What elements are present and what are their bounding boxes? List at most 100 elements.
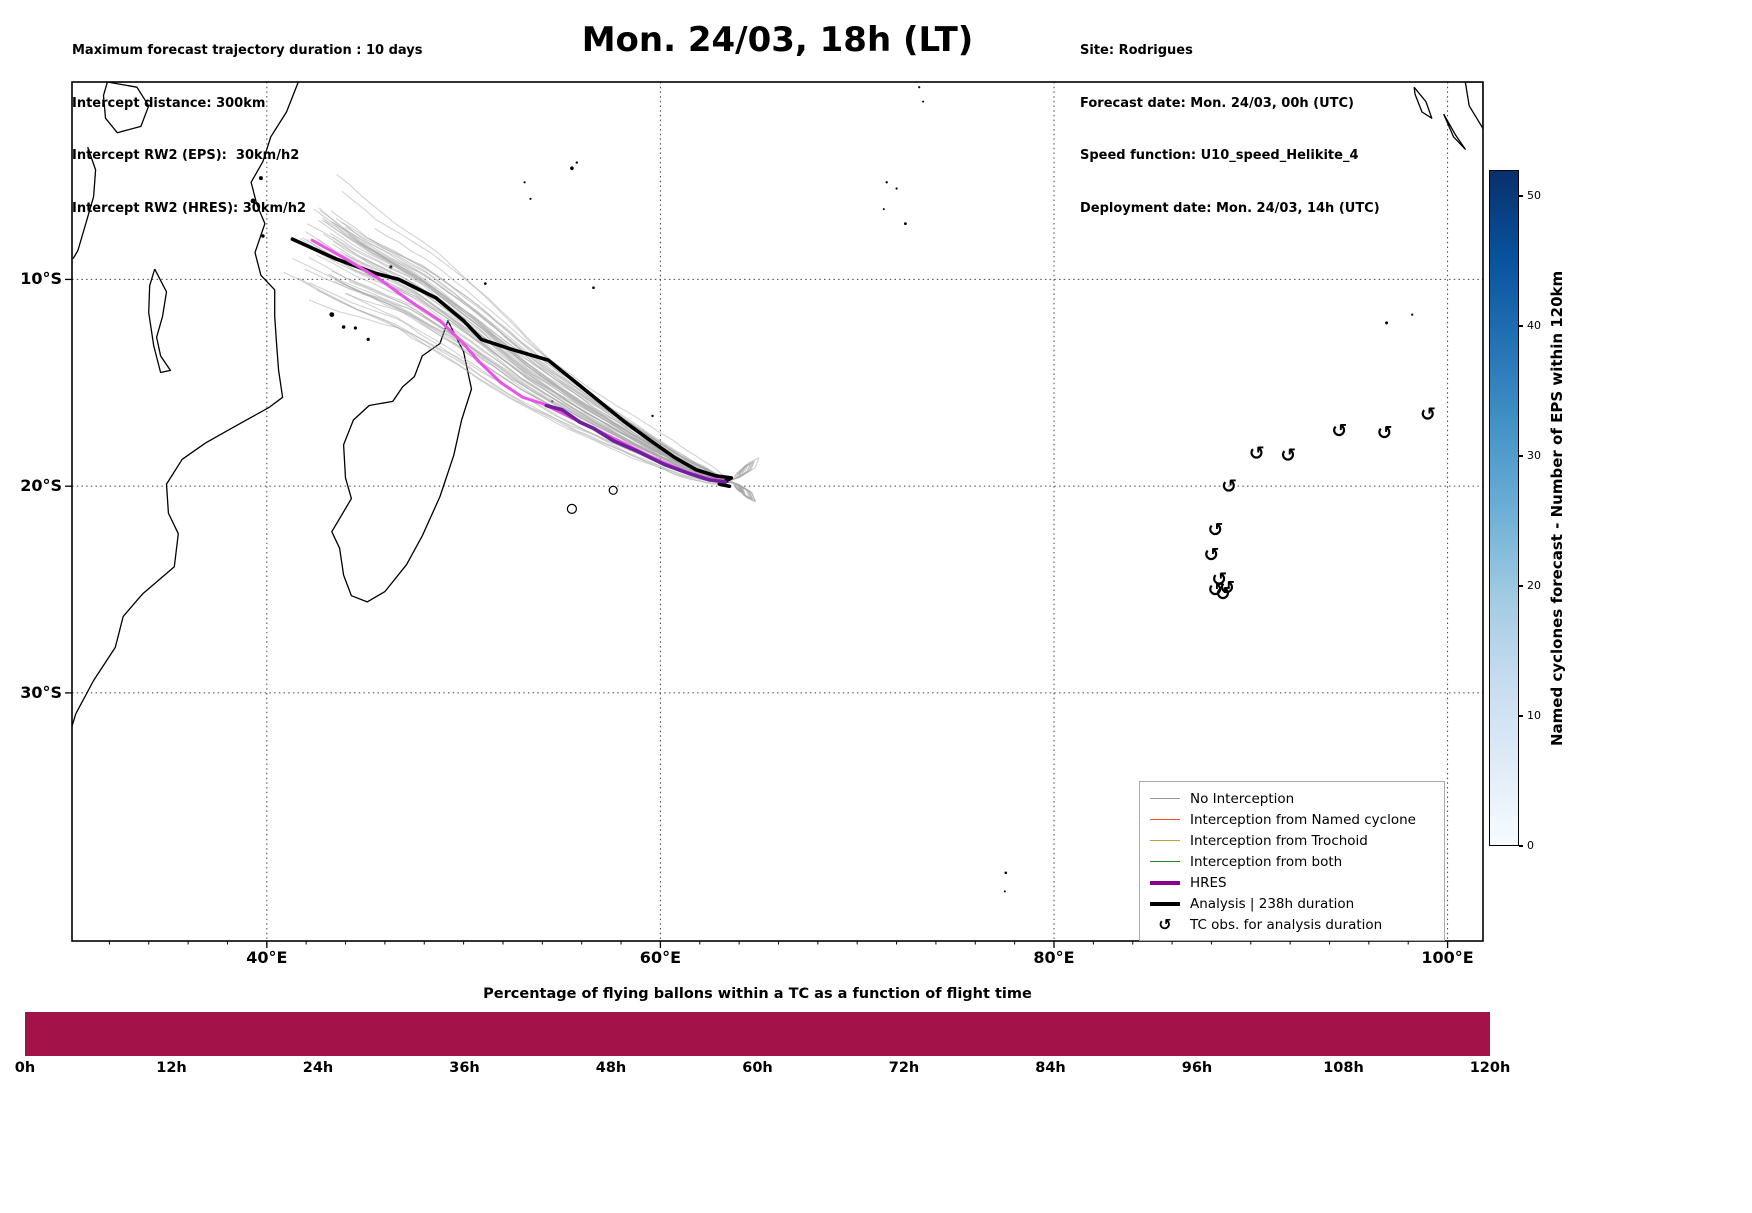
colorbar-tick-label: 30: [1527, 449, 1541, 462]
coastline-fragment: [1443, 113, 1466, 150]
percentage-bar: [25, 1012, 1490, 1056]
flight-time-tick: 60h: [742, 1060, 773, 1076]
legend-item-tc-obs: ↺ TC obs. for analysis duration: [1140, 914, 1444, 935]
island: [261, 234, 265, 238]
coastline-africa: [72, 82, 299, 727]
colorbar-gradient: [1489, 170, 1519, 846]
flight-time-tick: 12h: [156, 1060, 187, 1076]
tc-obs-icon: ↺: [1420, 403, 1436, 425]
colorbar-tickmark: [1519, 455, 1523, 457]
eps-trajectory: [336, 174, 744, 493]
flight-time-tick: 120h: [1469, 1060, 1511, 1076]
flight-time-tick: 96h: [1181, 1060, 1213, 1076]
header-line: Intercept distance: 300km: [72, 95, 266, 111]
header-line: Site: Rodrigues: [1080, 43, 1193, 58]
island: [592, 286, 595, 290]
island: [1411, 313, 1414, 316]
colorbar-tickmark: [1519, 325, 1523, 327]
eps-trajectory: [341, 221, 729, 482]
lake-outline: [102, 82, 150, 134]
island: [918, 86, 921, 89]
island: [608, 485, 618, 495]
island: [353, 326, 357, 330]
legend-label: Interception from Trochoid: [1190, 832, 1368, 849]
lake-outline: [72, 146, 97, 260]
island: [885, 181, 888, 184]
eps-trajectory: [374, 228, 742, 492]
tc-obs-icon: ↺: [1219, 577, 1235, 599]
header-line: Speed function: U10_speed_Helikite_4: [1080, 148, 1359, 163]
colorbar-tick-label: 0: [1527, 839, 1534, 852]
colorbar-label: Named cyclones forecast - Number of EPS …: [1548, 270, 1566, 746]
colorbar-tick-label: 40: [1527, 319, 1541, 332]
trajectory-analysis-238h-duration: [290, 237, 734, 488]
y-axis-tick: 30°S: [20, 682, 62, 702]
header-parameters: Maximum forecast trajectory duration : 1…: [72, 7, 423, 252]
island: [258, 176, 263, 181]
line-swatch: [1150, 880, 1180, 885]
legend-label: Analysis | 238h duration: [1190, 895, 1355, 912]
flight-time-tick: 24h: [302, 1060, 334, 1076]
legend-label: TC obs. for analysis duration: [1190, 916, 1383, 933]
legend-label: Interception from Named cyclone: [1190, 811, 1416, 828]
x-axis-tick: 80°E: [1033, 948, 1075, 967]
legend-label: Interception from both: [1190, 853, 1343, 870]
header-line: Maximum forecast trajectory duration : 1…: [72, 43, 423, 58]
colorbar-tickmark: [1519, 845, 1523, 847]
legend-item-interception-named-cyclone: Interception from Named cyclone: [1140, 809, 1444, 830]
tc-obs-icon: ↺: [1207, 579, 1223, 601]
legend-item-analysis: Analysis | 238h duration: [1140, 893, 1444, 914]
island: [651, 414, 654, 418]
bottom-chart-title: Percentage of flying ballons within a TC…: [483, 986, 1032, 1002]
coastline-fragment: [1464, 82, 1483, 130]
legend-item-hres: HRES: [1140, 872, 1444, 893]
flight-time-tick: 84h: [1035, 1060, 1066, 1076]
eps-trajectory: [308, 299, 728, 483]
tc-obs-icon: ↺: [1211, 569, 1227, 591]
legend-label: No Interception: [1190, 790, 1295, 807]
island: [570, 166, 574, 170]
x-axis-tick: 60°E: [639, 948, 682, 967]
legend-item-interception-both: Interception from both: [1140, 851, 1444, 872]
header-site-info: Site: Rodrigues Forecast date: Mon. 24/0…: [1080, 7, 1380, 252]
island: [904, 222, 907, 226]
tc-obs-icon: ↺: [1221, 476, 1237, 498]
island: [329, 312, 335, 317]
line-swatch: [1150, 818, 1180, 821]
line-swatch: [1150, 797, 1180, 800]
x-axis-tick: 40°E: [246, 948, 288, 967]
map-content: ↺↺↺↺↺↺↺↺↺↺↺↺: [72, 82, 1483, 941]
tc-obs-icon: ↺: [1377, 422, 1393, 444]
colorbar-tickmark: [1519, 715, 1523, 717]
island: [523, 181, 526, 184]
tc-obs-icon: ↺: [1280, 445, 1296, 467]
island: [484, 282, 487, 285]
colorbar-tickmark: [1519, 195, 1523, 197]
island: [366, 337, 370, 341]
flight-time-tick: 36h: [449, 1060, 480, 1076]
island: [529, 197, 532, 200]
map-frame: [71, 81, 1484, 942]
flight-time-chart: [25, 1012, 1490, 1056]
island: [895, 187, 898, 190]
trajectory-hres-intercepted-segment: [544, 403, 728, 484]
island: [1385, 321, 1389, 325]
cyclone-marker-icon: ↺: [1158, 914, 1172, 934]
y-axis-tick: 10°S: [20, 269, 62, 289]
line-swatch: [1150, 860, 1180, 863]
figure-title: Mon. 24/03, 18h (LT): [581, 20, 974, 60]
header-line: Forecast date: Mon. 24/03, 00h (UTC): [1080, 95, 1355, 111]
header-line: Intercept RW2 (EPS): 30km/h2: [72, 148, 300, 163]
eps-trajectory: [369, 238, 753, 482]
flight-time-tick: 108h: [1323, 1060, 1364, 1076]
colorbar: 0 10 20 30 40 50: [1489, 170, 1569, 852]
island: [341, 325, 346, 329]
flight-time-tick: 72h: [888, 1060, 920, 1076]
island: [1003, 890, 1006, 893]
colorbar-tick-label: 50: [1527, 189, 1541, 202]
x-axis-tick: 100°E: [1421, 948, 1474, 967]
legend-item-interception-trochoid: Interception from Trochoid: [1140, 830, 1444, 851]
island: [882, 208, 885, 211]
colorbar-tickmark: [1519, 585, 1523, 587]
